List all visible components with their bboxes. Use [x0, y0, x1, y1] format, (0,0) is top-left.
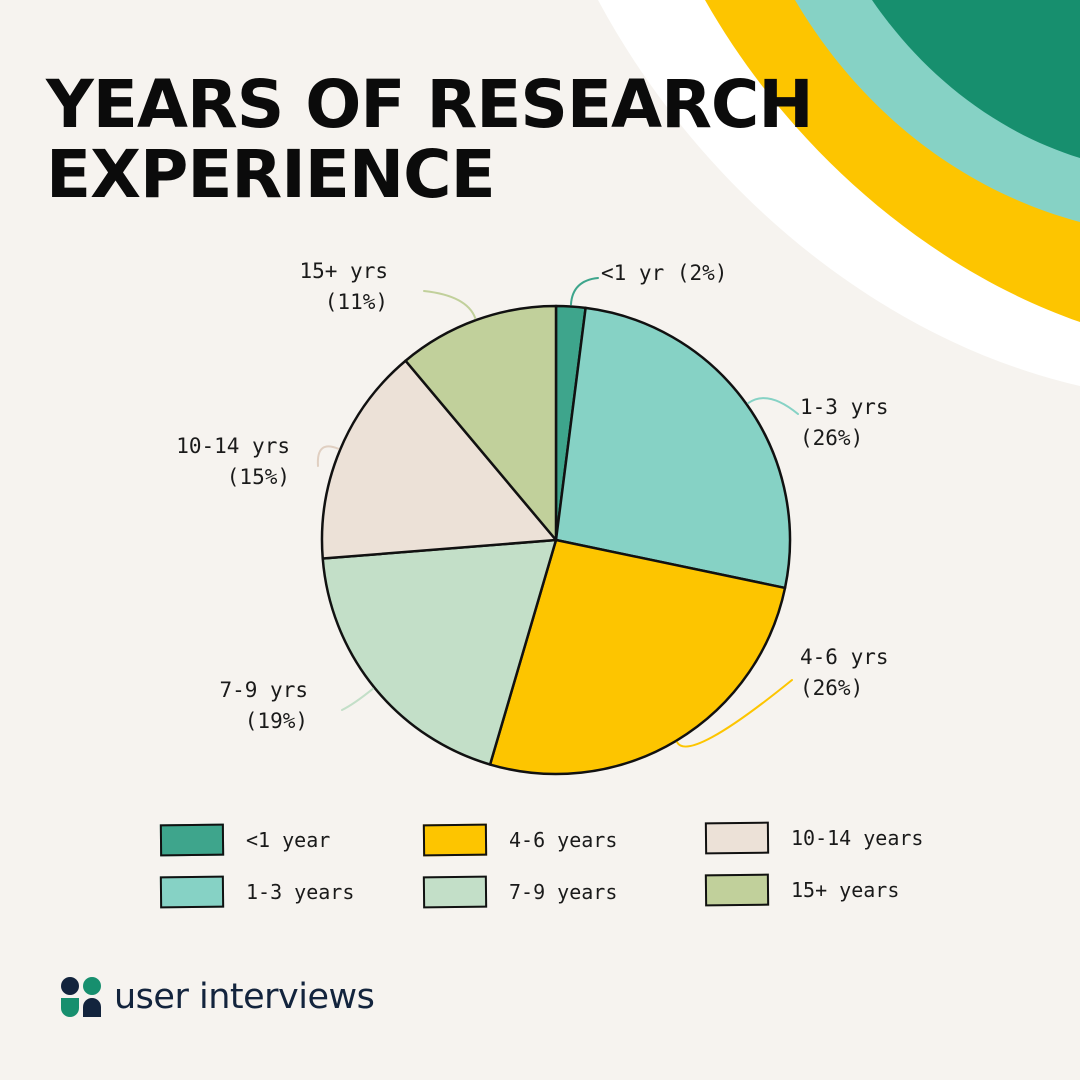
legend-item-1-3: 1-3 years — [159, 875, 355, 909]
slice-label-10-14: 10-14 yrs (15%) — [176, 434, 290, 489]
legend-item-4-6: 4-6 years — [422, 823, 618, 857]
legend-swatch — [159, 875, 225, 909]
brand: user interviews — [60, 976, 375, 1018]
deco-band-green — [872, 0, 1080, 158]
legend-label: <1 year — [246, 828, 331, 852]
pie-slice-4-6 — [488, 538, 787, 776]
page-title: YEARS OF RESEARCH EXPERIENCE — [46, 70, 906, 210]
slice-label-4-6: 4-6 yrs (26%) — [800, 645, 889, 700]
legend-label: 7-9 years — [509, 880, 618, 904]
legend-swatch — [422, 823, 488, 857]
legend-swatch — [704, 873, 770, 907]
pie-slice-15plus — [404, 304, 558, 542]
title-line-1: YEARS OF RESEARCH — [46, 66, 814, 143]
pie-slice-7-9 — [321, 538, 558, 766]
slice-label-15plus: 15+ yrs (11%) — [299, 259, 388, 314]
legend-item-7-9: 7-9 years — [422, 875, 618, 909]
pie-slice-1-3 — [554, 306, 792, 590]
legend-label: 1-3 years — [246, 880, 355, 904]
legend-swatch — [704, 821, 770, 855]
slice-label-1-3: 1-3 yrs (26%) — [800, 395, 889, 450]
pie-slice-10-14 — [320, 359, 558, 560]
slice-label-7-9: 7-9 yrs (19%) — [219, 678, 308, 733]
legend-swatch — [422, 875, 488, 909]
leader-line-10-14 — [316, 445, 340, 467]
legend-item-lt1: <1 year — [159, 823, 331, 857]
brand-name: user interviews — [114, 977, 375, 1017]
legend-swatch — [159, 823, 225, 857]
leader-line-lt1 — [569, 277, 599, 306]
leader-line-15plus — [423, 290, 477, 320]
leader-line-7-9 — [341, 687, 374, 711]
leader-line-4-6 — [676, 679, 793, 748]
user-interviews-logo-icon — [61, 977, 101, 1017]
legend-item-15plus: 15+ years — [704, 873, 900, 907]
slice-label-lt1: <1 yr (2%) — [601, 261, 728, 285]
legend-label: 15+ years — [791, 878, 900, 902]
title-line-2: EXPERIENCE — [46, 136, 496, 213]
legend-item-10-14: 10-14 years — [704, 821, 924, 855]
legend-label: 4-6 years — [509, 828, 618, 852]
leader-line-1-3 — [747, 397, 799, 415]
legend-label: 10-14 years — [791, 826, 924, 850]
legend: <1 year 1-3 years 4-6 years 7-9 years 10… — [159, 821, 980, 922]
